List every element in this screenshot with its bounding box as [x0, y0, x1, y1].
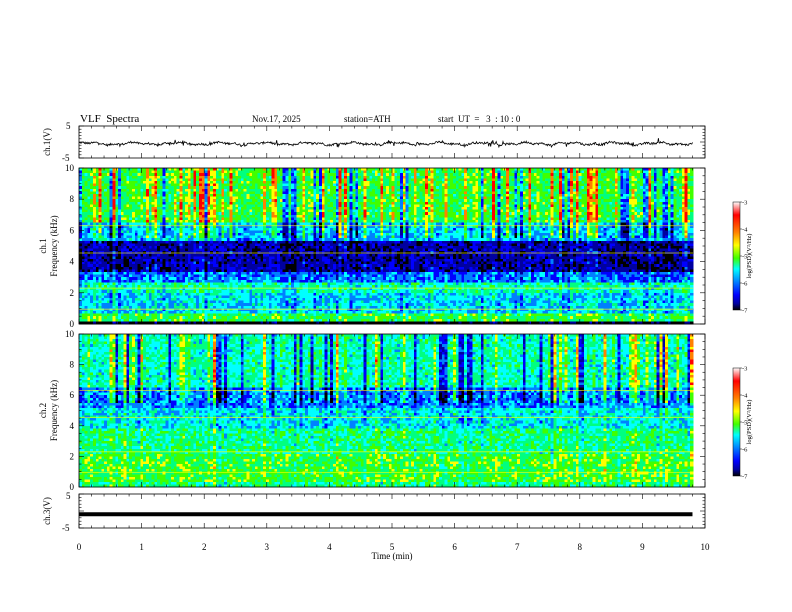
- ch3-ytick-label: 5: [66, 491, 71, 501]
- x-axis-label: Time (min): [372, 551, 413, 561]
- ch1-ytick-label: -5: [62, 153, 70, 163]
- ch2-spectrogram-colorbar-tick-label: -7: [742, 474, 748, 481]
- x-tick-label: 1: [139, 542, 144, 552]
- ch3-ytick-label: -5: [62, 523, 70, 533]
- ch1-trace: [78, 138, 693, 149]
- ch1-spectrogram-colorbar-tick-label: -5: [742, 254, 747, 261]
- ch2-spectrogram-ylabel: Frequency (kHz): [49, 380, 59, 441]
- date-label: Nov.17, 2025: [252, 114, 301, 124]
- ch1-ytick-label: 5: [66, 121, 71, 131]
- station-label: station=ATH: [344, 114, 391, 124]
- x-tick-label: 4: [327, 542, 332, 552]
- ch1-spectrogram-ytick-label: 0: [70, 319, 75, 329]
- ch1-spectrogram-colorbar: [732, 201, 741, 311]
- ch2-spectrogram-ytick-label: 2: [70, 451, 75, 461]
- ch1-waveform-panel: 5 -5 ch.1(V): [42, 121, 706, 163]
- ch2-spectrogram-colorbar: [732, 367, 741, 477]
- ch1-spectrogram-colorbar-label: log(PSD)(V²/Hz): [746, 234, 753, 279]
- ch1-spectrogram-colorbar-tick-label: -4: [742, 227, 748, 234]
- ch2-spectrogram-colorbar-tick-label: -6: [742, 447, 748, 454]
- ch1-spectrogram-image: [79, 168, 694, 325]
- ch2-spectrogram-ytick-label: 6: [70, 390, 75, 400]
- ch3-ylabel: ch.3(V): [42, 497, 52, 525]
- ch1-spectrogram-channel-label: ch.1: [38, 238, 48, 253]
- ch2-spectrogram-ytick-label: 0: [70, 482, 75, 492]
- x-tick-label: 10: [701, 542, 711, 552]
- ch1-ylabel: ch.1(V): [42, 128, 52, 156]
- ch1-spectrogram-ytick-label: 10: [65, 163, 75, 173]
- x-tick-label: 6: [452, 542, 457, 552]
- x-tick-label: 8: [578, 542, 583, 552]
- ch2-spectrogram-ytick-label: 8: [70, 360, 75, 370]
- x-tick-label: 3: [265, 542, 270, 552]
- ch2-spectrogram-image: [79, 334, 694, 488]
- ch1-spectrogram-ytick-label: 6: [70, 225, 75, 235]
- ch1-spectrogram-colorbar-tick-label: -3: [742, 200, 747, 207]
- ch2-spectrogram-colorbar-label: log(PSD)(V²/Hz): [746, 400, 753, 445]
- x-tick-label: 7: [515, 542, 520, 552]
- ch2-spectrogram-panel: 0 2 4 6 8 10 ch.2 Frequency (kHz) -3 -4 -5 -6 -7 log(…: [38, 329, 753, 492]
- ch3-frame: [78, 493, 706, 529]
- ch1-spectrogram-ytick-label: 4: [70, 257, 75, 267]
- ch1-spectrogram-ylabel: Frequency (kHz): [49, 215, 59, 276]
- ch2-spectrogram-colorbar-tick-label: -3: [742, 366, 747, 373]
- x-tick-label: 9: [640, 542, 645, 552]
- ch2-spectrogram-channel-label: ch.2: [38, 403, 48, 418]
- ch1-spectrogram-panel: 0 2 4 6 8 10 ch.1 Frequency (kHz) -3 -4 -5 -6 -7 log(…: [38, 163, 753, 329]
- ch1-spectrogram-ytick-label: 2: [70, 288, 75, 298]
- x-tick-label: 0: [77, 542, 82, 552]
- ch2-spectrogram-colorbar-tick-label: -4: [742, 393, 748, 400]
- ch1-spectrogram-ytick-label: 8: [70, 194, 75, 204]
- x-tick-label: 2: [202, 542, 207, 552]
- ch3-waveform-panel: 5 -5 ch.3(V) 0 1 2 3 4 5 6 7 8 9 10 Time (min): [42, 491, 710, 561]
- start-time-label: start UT = 3 : 10 : 0: [438, 114, 520, 124]
- figure-title: VLF Spectra: [80, 113, 139, 125]
- ch1-spectrogram-colorbar-tick-label: -7: [742, 308, 748, 315]
- ch1-spectrogram-colorbar-tick-label: -6: [742, 281, 748, 288]
- ch2-spectrogram-ytick-label: 4: [70, 421, 75, 431]
- ch2-spectrogram-colorbar-tick-label: -5: [742, 420, 747, 427]
- ch2-spectrogram-ytick-label: 10: [65, 329, 75, 339]
- x-tick-label: 5: [390, 542, 395, 552]
